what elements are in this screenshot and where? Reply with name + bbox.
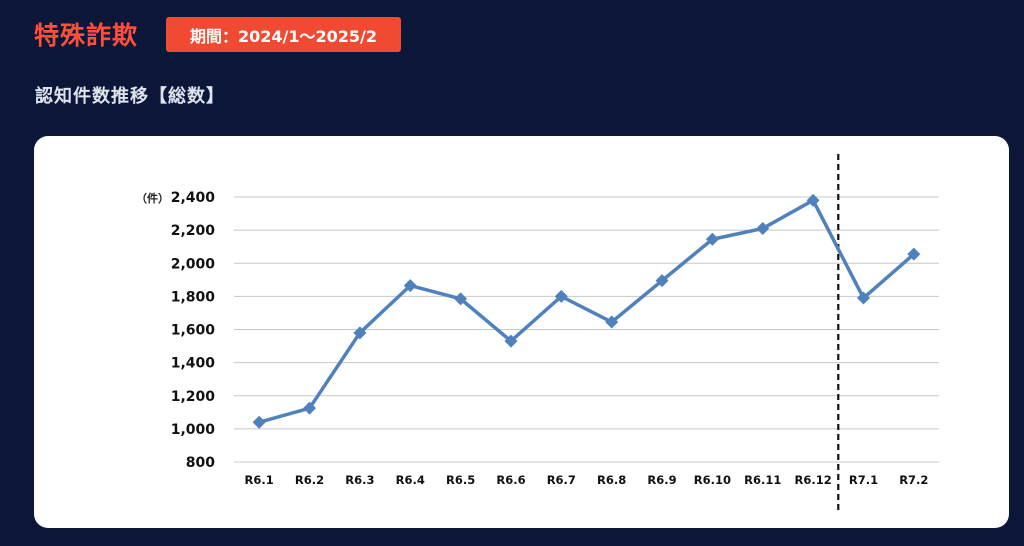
data-point-marker xyxy=(756,221,770,235)
data-point-marker xyxy=(705,232,719,246)
series-polyline xyxy=(258,198,915,424)
y-tick-label: 1,400 xyxy=(171,356,216,372)
x-axis-ticks: R6.1 R6.2 R6.3 R6.4 R6.5 R6.6 R6.7 R6.8 R6.9 R6.1… xyxy=(245,473,929,487)
x-tick-label: R6.11 xyxy=(744,473,781,487)
grid-lines xyxy=(234,196,939,463)
data-point-marker xyxy=(454,292,468,306)
data-point-marker xyxy=(353,326,367,340)
x-tick-label: R6.12 xyxy=(794,473,831,487)
y-tick-label: 1,200 xyxy=(171,389,216,405)
series-markers xyxy=(252,193,921,429)
x-tick-label: R6.9 xyxy=(647,473,676,487)
data-point-marker xyxy=(554,289,568,303)
y-tick-label: 2,000 xyxy=(171,256,216,272)
data-point-marker xyxy=(252,415,266,429)
x-tick-label: R6.4 xyxy=(396,473,425,487)
y-tick-label: 1,000 xyxy=(171,422,216,438)
x-tick-label: R6.7 xyxy=(547,473,576,487)
data-point-marker xyxy=(303,401,317,415)
x-tick-label: R7.1 xyxy=(849,473,878,487)
chart-card: 800 1,000 1,200 1,400 1,600 1,800 2,000 2,200 2,… xyxy=(34,136,1009,528)
x-tick-label: R6.5 xyxy=(446,473,475,487)
y-tick-label: 2,200 xyxy=(171,223,216,239)
y-tick-label: 2,400 xyxy=(171,190,216,206)
data-point-marker xyxy=(655,274,669,288)
x-tick-label: R6.3 xyxy=(345,473,374,487)
x-tick-label: R6.6 xyxy=(496,473,525,487)
line-chart: 800 1,000 1,200 1,400 1,600 1,800 2,000 2,200 2,… xyxy=(136,154,939,510)
y-tick-label: 1,800 xyxy=(171,289,216,305)
data-point-marker xyxy=(806,193,820,207)
x-tick-label: R6.8 xyxy=(597,473,626,487)
y-axis-unit-label: （件） xyxy=(136,191,169,205)
data-point-marker xyxy=(605,315,619,329)
y-tick-label: 800 xyxy=(186,455,215,471)
y-tick-label: 1,600 xyxy=(171,323,216,339)
x-tick-label: R7.2 xyxy=(899,473,928,487)
x-tick-label: R6.10 xyxy=(694,473,731,487)
y-axis-ticks: 800 1,000 1,200 1,400 1,600 1,800 2,000 2,200 2,… xyxy=(171,190,216,471)
x-tick-label: R6.1 xyxy=(245,473,274,487)
data-point-marker xyxy=(504,334,518,348)
chart-subtitle: 認知件数推移【総数】 xyxy=(35,86,225,107)
series-line xyxy=(258,198,915,424)
data-point-marker xyxy=(856,291,870,305)
x-tick-label: R6.2 xyxy=(295,473,324,487)
page-title: 特殊詐欺 xyxy=(34,21,139,50)
period-badge: 期間：2024/1～2025/2 xyxy=(166,17,401,52)
data-point-marker xyxy=(907,247,921,261)
data-point-marker xyxy=(403,279,417,293)
